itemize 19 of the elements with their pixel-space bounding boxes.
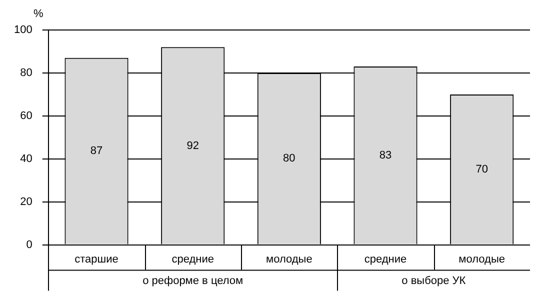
- text: о выборе УК: [402, 274, 466, 287]
- y-tick-label: 40: [20, 152, 32, 165]
- y-tick-label: 20: [20, 196, 32, 208]
- data-label: 92: [186, 140, 199, 152]
- y-tick-label: 100: [14, 24, 32, 36]
- x-tick-label: молодые: [458, 253, 505, 266]
- text: о реформе в целом: [142, 274, 244, 287]
- x-tick-label: средние: [364, 253, 407, 266]
- data-label: 83: [379, 149, 392, 162]
- data-label: 80: [283, 152, 296, 165]
- x-tick-label: молодые: [266, 253, 312, 266]
- data-label: 87: [90, 145, 103, 158]
- data-label: 70: [476, 163, 488, 176]
- x-tick-label: средние: [172, 253, 214, 266]
- x-tick-label: старшие: [74, 253, 118, 266]
- y-tick-label: 60: [20, 110, 32, 122]
- y-axis-title: %: [33, 8, 44, 20]
- y-tick-label: 0: [26, 238, 32, 251]
- y-tick-label: 80: [20, 66, 32, 79]
